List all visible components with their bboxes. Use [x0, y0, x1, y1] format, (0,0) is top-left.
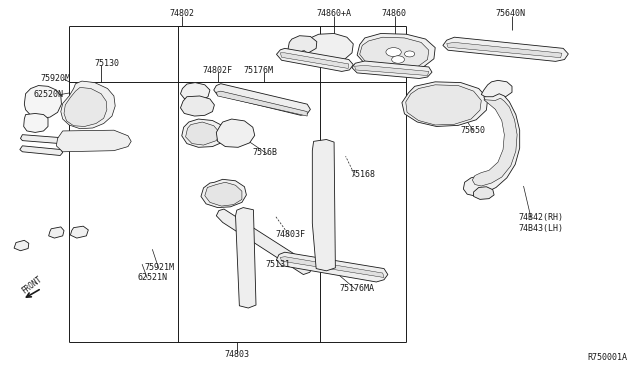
Text: 75130: 75130 — [95, 59, 120, 68]
Polygon shape — [276, 252, 388, 282]
Text: 75921M: 75921M — [144, 263, 174, 272]
Text: 74860: 74860 — [381, 9, 406, 17]
Polygon shape — [402, 82, 488, 126]
Polygon shape — [474, 187, 494, 199]
Text: 74803: 74803 — [224, 350, 250, 359]
Text: FRONT: FRONT — [20, 274, 44, 295]
Text: R750001A: R750001A — [588, 353, 627, 362]
Polygon shape — [216, 209, 312, 275]
Polygon shape — [214, 84, 310, 115]
Polygon shape — [180, 83, 210, 101]
Polygon shape — [24, 113, 48, 132]
Text: 62521N: 62521N — [138, 273, 168, 282]
Text: 75920M: 75920M — [41, 74, 71, 83]
Text: 74802: 74802 — [170, 9, 195, 17]
Text: 75131: 75131 — [266, 260, 291, 269]
Circle shape — [404, 51, 415, 57]
Text: 75650: 75650 — [461, 126, 486, 135]
Polygon shape — [288, 36, 317, 54]
Text: 75176MA: 75176MA — [339, 284, 374, 293]
Polygon shape — [357, 33, 435, 72]
Text: 7516B: 7516B — [253, 148, 278, 157]
Polygon shape — [447, 42, 562, 58]
Polygon shape — [472, 98, 517, 186]
Text: 75176M: 75176M — [243, 66, 273, 75]
Text: 62520N: 62520N — [33, 90, 63, 99]
Polygon shape — [14, 240, 29, 251]
Polygon shape — [180, 96, 214, 116]
Polygon shape — [355, 65, 429, 76]
Text: 75640N: 75640N — [496, 9, 525, 17]
Polygon shape — [216, 119, 255, 147]
Polygon shape — [216, 91, 307, 116]
Polygon shape — [186, 122, 220, 145]
Polygon shape — [24, 86, 61, 118]
Polygon shape — [280, 53, 349, 68]
Text: 75168: 75168 — [351, 170, 376, 179]
Text: 74860+A: 74860+A — [317, 9, 351, 17]
Polygon shape — [20, 146, 63, 155]
Text: 74802F: 74802F — [203, 66, 233, 75]
Polygon shape — [56, 130, 131, 152]
Polygon shape — [312, 140, 335, 271]
Polygon shape — [352, 61, 432, 78]
Text: 74B43(LH): 74B43(LH) — [518, 224, 563, 233]
Polygon shape — [280, 257, 384, 278]
Polygon shape — [481, 80, 512, 99]
Circle shape — [392, 56, 404, 63]
Polygon shape — [463, 94, 520, 196]
Polygon shape — [293, 50, 307, 60]
Polygon shape — [276, 48, 353, 71]
Polygon shape — [182, 119, 227, 147]
Text: 74B42(RH): 74B42(RH) — [518, 213, 563, 222]
Polygon shape — [360, 37, 429, 71]
Circle shape — [386, 48, 401, 57]
Polygon shape — [443, 37, 568, 61]
Polygon shape — [64, 87, 107, 126]
Polygon shape — [205, 182, 242, 206]
Polygon shape — [70, 226, 88, 238]
Polygon shape — [201, 179, 246, 208]
Text: 74803F: 74803F — [275, 230, 305, 239]
Polygon shape — [306, 33, 353, 62]
Polygon shape — [236, 208, 256, 308]
Polygon shape — [61, 81, 115, 129]
Polygon shape — [406, 85, 481, 125]
Polygon shape — [20, 135, 63, 144]
Polygon shape — [49, 227, 64, 238]
